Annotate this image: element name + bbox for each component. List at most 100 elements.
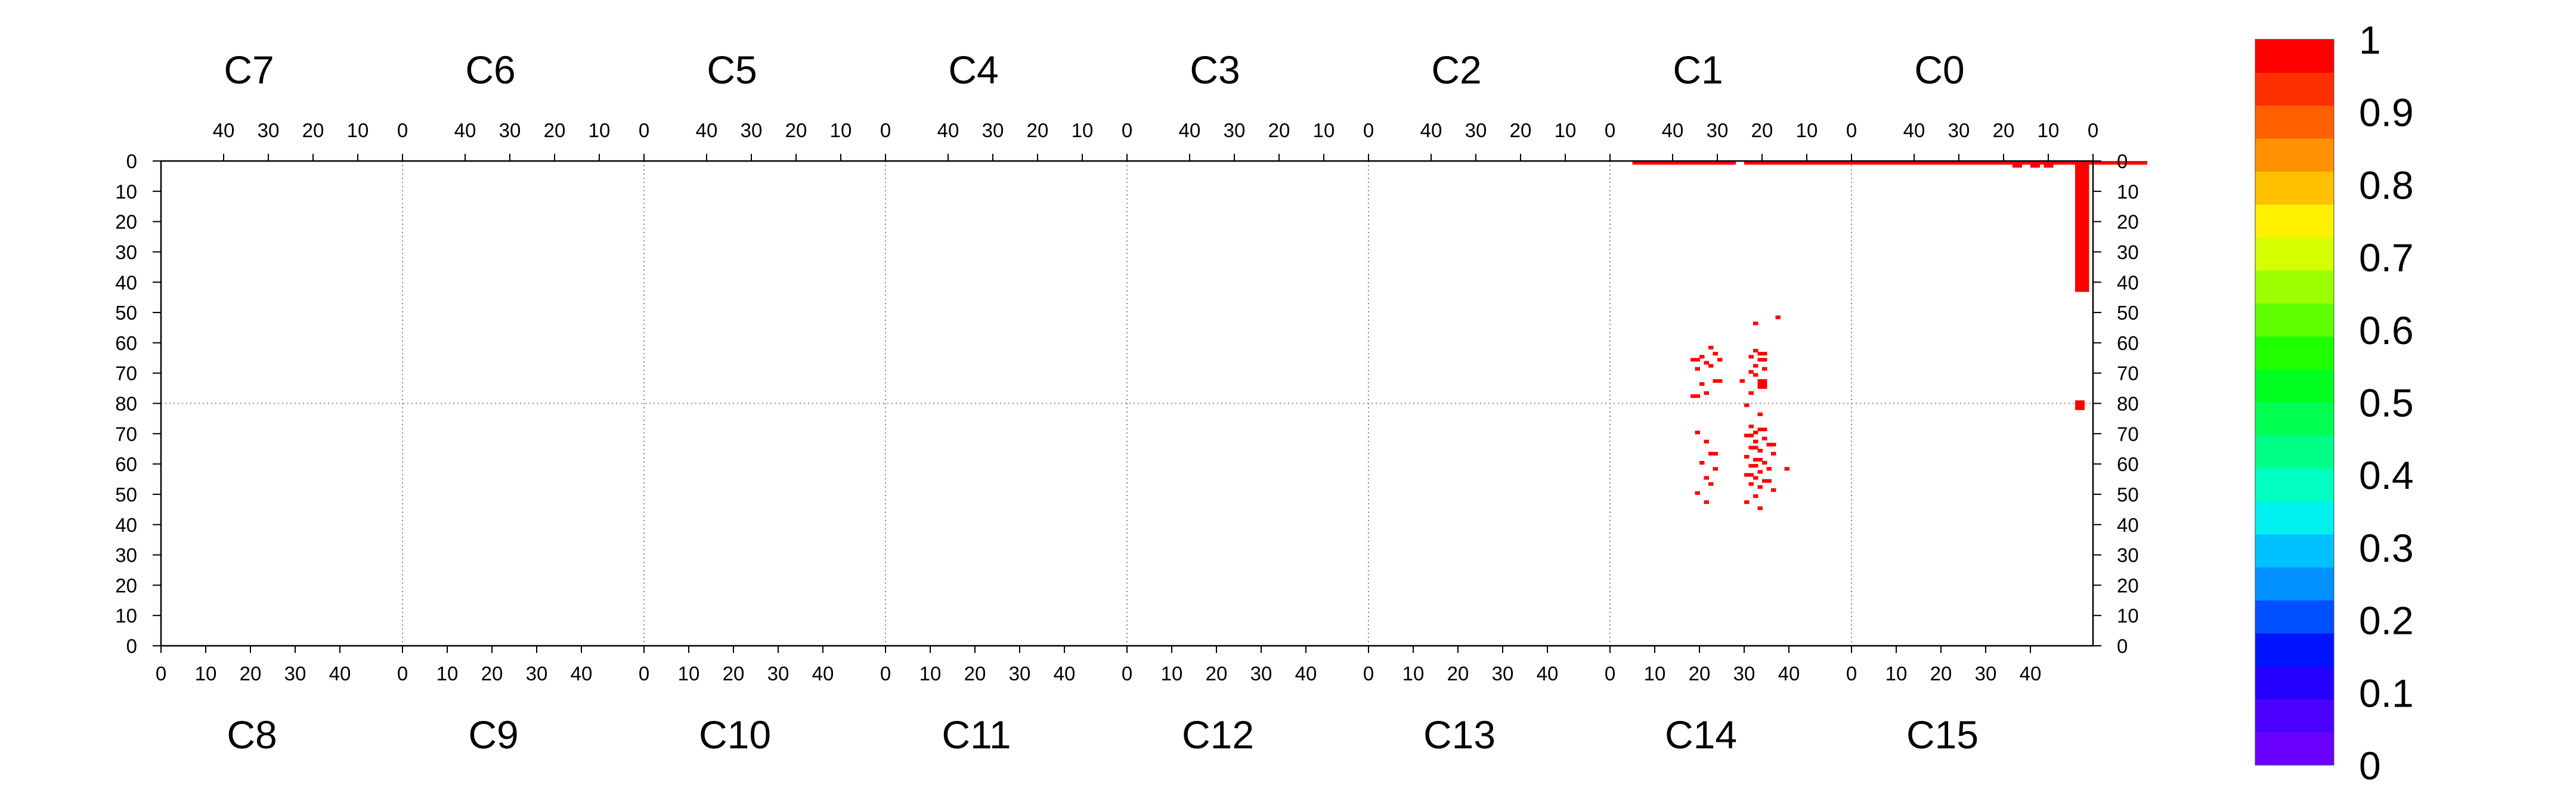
right-tick-label: 50 xyxy=(2117,302,2139,324)
hit-pixel xyxy=(1753,476,1758,480)
bottom-tick-label: 20 xyxy=(240,662,262,685)
hit-pixel xyxy=(1704,439,1709,444)
colorbar-tick-label: 0 xyxy=(2359,744,2381,788)
hit-pixel xyxy=(1748,355,1754,359)
hit-pixel xyxy=(1757,358,1767,362)
top-tick-label: 20 xyxy=(1268,119,1290,141)
bottom-tick-label: 30 xyxy=(1733,662,1755,685)
hit-pixel xyxy=(1748,370,1754,374)
colorbar-tick-label: 0.7 xyxy=(2359,236,2414,280)
hit-pixel xyxy=(1753,494,1758,499)
bottom-tick-label: 40 xyxy=(812,662,834,685)
hit-pixel xyxy=(1690,358,1700,362)
hit-pixel xyxy=(1748,445,1758,450)
left-tick-label: 60 xyxy=(115,453,137,475)
top-tick-label: 20 xyxy=(544,119,566,141)
hit-pixel xyxy=(1748,482,1754,486)
left-tick-label: 50 xyxy=(115,302,137,324)
chip-label-bottom: C14 xyxy=(1665,713,1737,757)
hit-pixel xyxy=(1753,457,1763,462)
hit-pixel xyxy=(1744,161,2147,165)
top-tick-label: 20 xyxy=(1510,119,1532,141)
top-tick-label: 40 xyxy=(1179,119,1201,141)
hit-pixel xyxy=(1704,391,1709,395)
hit-pixel xyxy=(1757,352,1767,356)
right-tick-label: 30 xyxy=(2117,544,2139,566)
hit-pixel xyxy=(1748,425,1754,429)
bottom-tick-label: 20 xyxy=(481,662,503,685)
hit-pixel xyxy=(1744,434,1754,438)
hit-pixel xyxy=(1739,379,1745,383)
chip-label-bottom: C12 xyxy=(1182,713,1254,757)
hit-pixel xyxy=(1744,500,1750,504)
hit-pixel xyxy=(1757,412,1763,416)
chip-label-top: C1 xyxy=(1673,48,1723,92)
bottom-tick-label: 0 xyxy=(156,662,166,685)
hit-pixel xyxy=(1708,451,1718,456)
hit-pixel xyxy=(1753,431,1758,435)
top-tick-label: 30 xyxy=(1707,119,1729,141)
hit-pixel xyxy=(1775,315,1781,320)
bottom-tick-label: 10 xyxy=(195,662,217,685)
bottom-tick-label: 0 xyxy=(1122,662,1132,685)
colorbar-segment xyxy=(2255,369,2334,403)
top-tick-label: 30 xyxy=(258,119,280,141)
top-tick-label: 30 xyxy=(1948,119,1970,141)
chip-label-top: C2 xyxy=(1431,48,1481,92)
colorbar-tick-label: 0.6 xyxy=(2359,308,2414,352)
top-tick-label: 0 xyxy=(1605,119,1615,141)
chip-label-top: C6 xyxy=(465,48,515,92)
colorbar-segment xyxy=(2255,204,2334,238)
bottom-tick-label: 40 xyxy=(1295,662,1317,685)
hit-pixel xyxy=(1695,431,1700,435)
right-tick-label: 0 xyxy=(2117,150,2128,172)
hit-pixel xyxy=(1713,352,1718,356)
chip-label-bottom: C11 xyxy=(942,713,1011,757)
left-tick-label: 40 xyxy=(115,514,137,536)
chip-label-top: C7 xyxy=(224,48,274,92)
hit-pixel xyxy=(1748,391,1754,395)
hit-pixel xyxy=(1699,355,1705,359)
right-tick-label: 60 xyxy=(2117,453,2139,475)
hit-pixel xyxy=(1713,467,1718,471)
colorbar: 0 0.1 0.2 0.3 0.4 0.5 0.6 0.7 0.8 0.9 1 xyxy=(2255,18,2414,788)
chip-label-top: C0 xyxy=(1914,48,1964,92)
colorbar-segment xyxy=(2255,699,2334,733)
colorbar-tick-label: 0.8 xyxy=(2359,163,2414,207)
colorbar-tick-label: 0.2 xyxy=(2359,599,2414,643)
hit-pixel xyxy=(1757,428,1767,432)
right-tick-label: 80 xyxy=(2117,393,2139,415)
bottom-tick-label: 0 xyxy=(880,662,891,685)
left-tick-label: 70 xyxy=(115,363,137,385)
top-tick-label: 30 xyxy=(741,119,763,141)
left-tick-label: 20 xyxy=(115,574,137,596)
hit-pixel xyxy=(1753,439,1758,444)
top-tick-label: 30 xyxy=(1465,119,1487,141)
colorbar-segment xyxy=(2255,501,2334,535)
left-tick-label: 0 xyxy=(126,150,137,172)
left-tick-label: 60 xyxy=(115,332,137,354)
hit-pixel xyxy=(1757,506,1763,510)
left-tick-label: 70 xyxy=(115,423,137,445)
bottom-tick-label: 10 xyxy=(436,662,459,685)
top-tick-label: 10 xyxy=(1313,119,1335,141)
hit-pixel xyxy=(1695,491,1700,495)
top-tick-label: 30 xyxy=(499,119,521,141)
hit-pixel xyxy=(1753,373,1758,377)
right-tick-label: 0 xyxy=(2117,635,2128,657)
bottom-tick-label: 20 xyxy=(1689,662,1711,685)
top-tick-label: 40 xyxy=(937,119,959,141)
chip-label-top: C5 xyxy=(707,48,757,92)
bottom-tick-label: 0 xyxy=(1363,662,1374,685)
chip-label-top: C4 xyxy=(948,48,998,92)
hit-pixel xyxy=(2044,164,2054,168)
left-tick-label: 40 xyxy=(115,271,137,293)
colorbar-segment xyxy=(2255,138,2334,172)
hit-pixel xyxy=(1762,479,1772,483)
chip-label-bottom: C8 xyxy=(227,713,277,757)
hit-pixel xyxy=(1753,364,1758,368)
bottom-tick-label: 40 xyxy=(571,662,593,685)
top-tick-label: 10 xyxy=(2038,119,2060,141)
hit-pixel xyxy=(1757,379,1767,389)
bottom-tick-label: 10 xyxy=(1161,662,1183,685)
